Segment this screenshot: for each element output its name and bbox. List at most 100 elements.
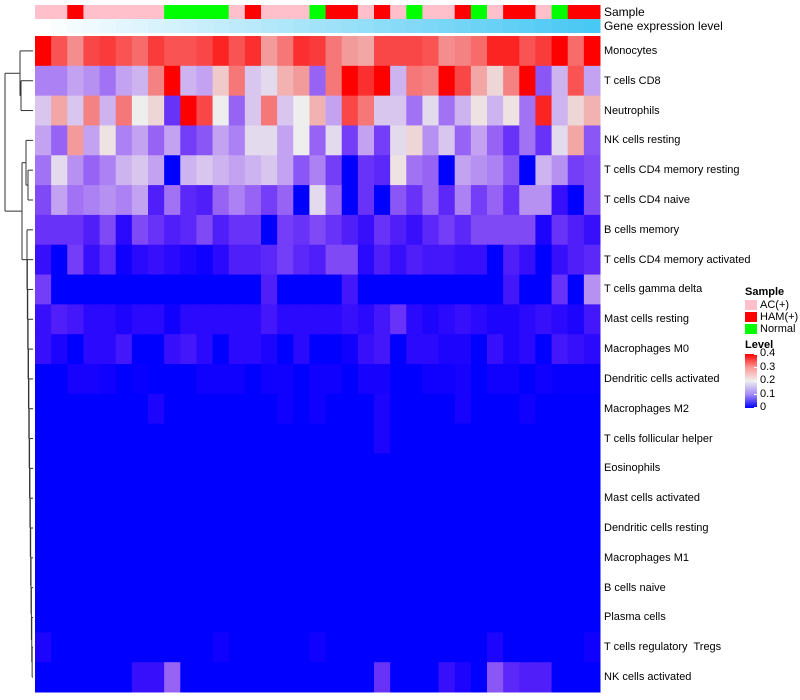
heatmap-cell xyxy=(148,65,165,97)
heatmap-cell xyxy=(164,155,181,186)
heatmap-cell xyxy=(83,244,101,276)
heatmap-cell xyxy=(390,364,407,395)
heatmap-cell xyxy=(325,125,343,156)
gene-expression-annotation-cell xyxy=(309,19,327,33)
heatmap-cell xyxy=(261,483,278,514)
heatmap-cell xyxy=(115,513,133,544)
heatmap-cell xyxy=(422,65,440,97)
heatmap-cell xyxy=(277,423,294,454)
heatmap-cell xyxy=(390,36,407,67)
heatmap-cell xyxy=(180,662,197,693)
heatmap-cell xyxy=(35,483,52,514)
heatmap-cell xyxy=(487,334,504,365)
heatmap-cell xyxy=(115,95,133,126)
legend-item-ac: AC(+) xyxy=(745,299,789,311)
heatmap-cell xyxy=(180,155,197,186)
heatmap-cell xyxy=(148,95,165,126)
level-tick: 0 xyxy=(760,401,767,413)
heatmap-cell xyxy=(341,572,359,604)
heatmap-cell xyxy=(374,423,391,454)
heatmap-cell xyxy=(277,364,294,395)
heatmap-cell xyxy=(470,214,488,246)
heatmap-cell xyxy=(51,214,68,246)
heatmap-cell xyxy=(390,304,407,335)
heatmap-cell xyxy=(83,36,101,67)
heatmap-cell xyxy=(583,185,601,216)
gene-expression-annotation-cell xyxy=(164,19,181,33)
gene-expression-annotation-cell xyxy=(131,19,149,33)
heatmap-cell xyxy=(51,95,68,126)
gene-expression-annotation-cell xyxy=(583,19,601,33)
heatmap-cell xyxy=(244,125,262,156)
legend-swatch xyxy=(745,323,757,334)
heatmap-cell xyxy=(228,214,246,246)
heatmap-cell xyxy=(454,483,472,514)
heatmap-cell xyxy=(228,364,246,395)
heatmap-cell xyxy=(196,95,214,126)
heatmap-cell xyxy=(180,572,197,604)
row-label: B cells memory xyxy=(604,223,680,236)
legend-swatch xyxy=(745,311,757,322)
heatmap-cell xyxy=(551,185,569,216)
heatmap-cell xyxy=(180,483,197,514)
heatmap-cell xyxy=(309,513,327,544)
heatmap-cell xyxy=(277,214,294,246)
heatmap-cell xyxy=(180,36,197,67)
heatmap-cell xyxy=(341,185,359,216)
heatmap-cell xyxy=(99,244,117,276)
heatmap-cell xyxy=(51,572,68,604)
heatmap-cell xyxy=(583,453,601,484)
heatmap-cell xyxy=(180,65,197,97)
heatmap-cell xyxy=(244,662,262,693)
heatmap-cell xyxy=(261,185,278,216)
heatmap-cell xyxy=(293,185,310,216)
gene-expression-annotation-cell xyxy=(567,19,585,33)
row-label: Mast cells resting xyxy=(604,313,689,326)
heatmap-cell xyxy=(487,364,504,395)
heatmap-cell xyxy=(228,185,246,216)
sample-annotation-cell xyxy=(583,5,601,19)
heatmap-cell xyxy=(196,542,214,574)
heatmap-cell xyxy=(148,632,165,663)
heatmap-cell xyxy=(83,125,101,156)
heatmap-cell xyxy=(277,304,294,335)
heatmap-cell xyxy=(83,602,101,633)
heatmap-cell xyxy=(83,483,101,514)
heatmap-cell xyxy=(228,334,246,365)
heatmap-cell xyxy=(438,95,456,126)
heatmap-cell xyxy=(535,274,553,305)
heatmap-cell xyxy=(551,572,569,604)
heatmap-cell xyxy=(438,36,456,67)
heatmap-cell xyxy=(180,542,197,574)
sample-annotation-cell xyxy=(196,5,214,19)
heatmap-cell xyxy=(390,185,407,216)
heatmap-cell xyxy=(212,334,230,365)
heatmap-cell xyxy=(293,155,310,186)
heatmap-cell xyxy=(535,483,553,514)
heatmap-cell xyxy=(131,95,149,126)
heatmap-cell xyxy=(99,483,117,514)
heatmap-cell xyxy=(438,453,456,484)
heatmap-cell xyxy=(277,274,294,305)
row-label: Neutrophils xyxy=(604,104,660,117)
heatmap-cell xyxy=(535,244,553,276)
heatmap-cell xyxy=(164,483,181,514)
gene-expression-annotation-cell xyxy=(115,19,133,33)
heatmap-cell xyxy=(67,185,84,216)
heatmap-cell xyxy=(131,185,149,216)
heatmap-cell xyxy=(244,572,262,604)
heatmap-cell xyxy=(470,274,488,305)
heatmap-cell xyxy=(567,274,585,305)
heatmap-cell xyxy=(454,423,472,454)
heatmap-cell xyxy=(196,632,214,663)
heatmap-cell xyxy=(438,483,456,514)
heatmap-cell xyxy=(309,214,327,246)
heatmap-cell xyxy=(422,214,440,246)
heatmap-cell xyxy=(309,423,327,454)
heatmap-cell xyxy=(131,304,149,335)
heatmap-cell xyxy=(51,393,68,425)
heatmap-cell xyxy=(35,364,52,395)
heatmap-cell xyxy=(470,453,488,484)
sample-annotation-cell xyxy=(325,5,343,19)
heatmap-cell xyxy=(341,662,359,693)
